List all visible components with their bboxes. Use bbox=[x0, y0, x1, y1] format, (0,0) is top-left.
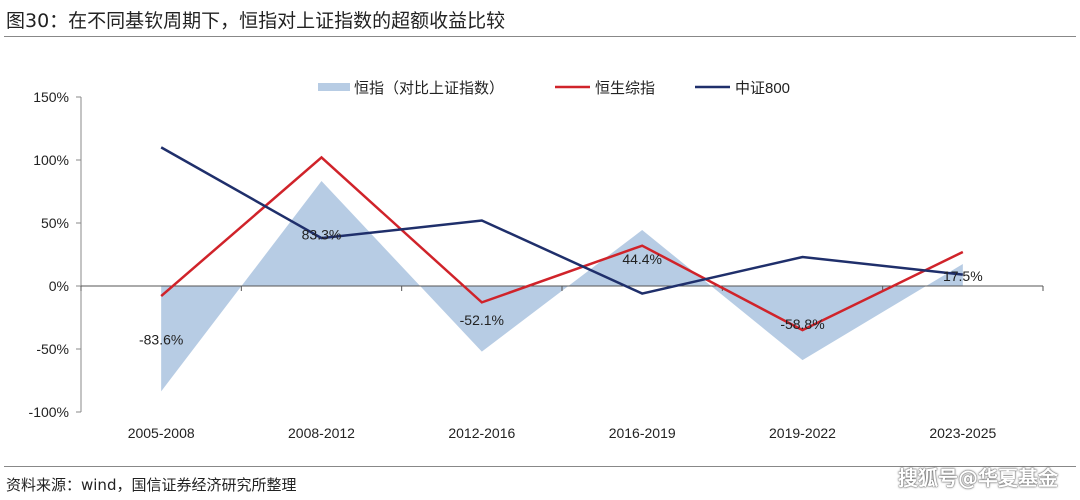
x-tick-label: 2012-2016 bbox=[448, 425, 515, 441]
y-tick-label: 50% bbox=[41, 215, 69, 231]
source-note: 资料来源：wind，国信证券经济研究所整理 bbox=[6, 476, 297, 494]
data-label: -52.1% bbox=[460, 312, 504, 328]
data-label: -58.8% bbox=[780, 316, 824, 332]
line-series-csi-800 bbox=[160, 146, 963, 295]
data-label: 17.5% bbox=[943, 268, 983, 284]
legend-label: 恒生综指 bbox=[595, 80, 655, 97]
top-divider bbox=[4, 36, 1076, 37]
y-tick-label: 100% bbox=[33, 152, 69, 168]
x-tick-label: 2023-2025 bbox=[929, 425, 996, 441]
y-tick-label: -50% bbox=[36, 341, 69, 357]
x-tick-label: 2019-2022 bbox=[769, 425, 836, 441]
x-tick-label: 2008-2012 bbox=[288, 425, 355, 441]
chart: 150% 100% 50% 0% -50% -100% 2005-2008 2008-2012… bbox=[29, 80, 1044, 441]
legend-label: 中证800 bbox=[735, 80, 790, 97]
legend-label: 恒指（对比上证指数） bbox=[354, 80, 504, 97]
y-tick-label: 150% bbox=[33, 89, 69, 105]
watermark: 搜狐号@华夏基金 bbox=[898, 466, 1058, 490]
y-tick-label: 0% bbox=[49, 278, 69, 294]
bottom-divider bbox=[4, 466, 1076, 467]
data-label: -83.6% bbox=[139, 332, 183, 348]
legend-swatch-area bbox=[318, 83, 350, 91]
x-tick-label: 2016-2019 bbox=[609, 425, 676, 441]
data-label: 83.3% bbox=[302, 227, 342, 243]
data-label: 44.4% bbox=[622, 251, 662, 267]
chart-title: 图30：在不同基钦周期下，恒指对上证指数的超额收益比较 bbox=[6, 10, 506, 32]
x-tick-label: 2005-2008 bbox=[128, 425, 195, 441]
y-tick-label: -100% bbox=[29, 404, 69, 420]
line-series-hang-seng-composite bbox=[160, 155, 964, 332]
